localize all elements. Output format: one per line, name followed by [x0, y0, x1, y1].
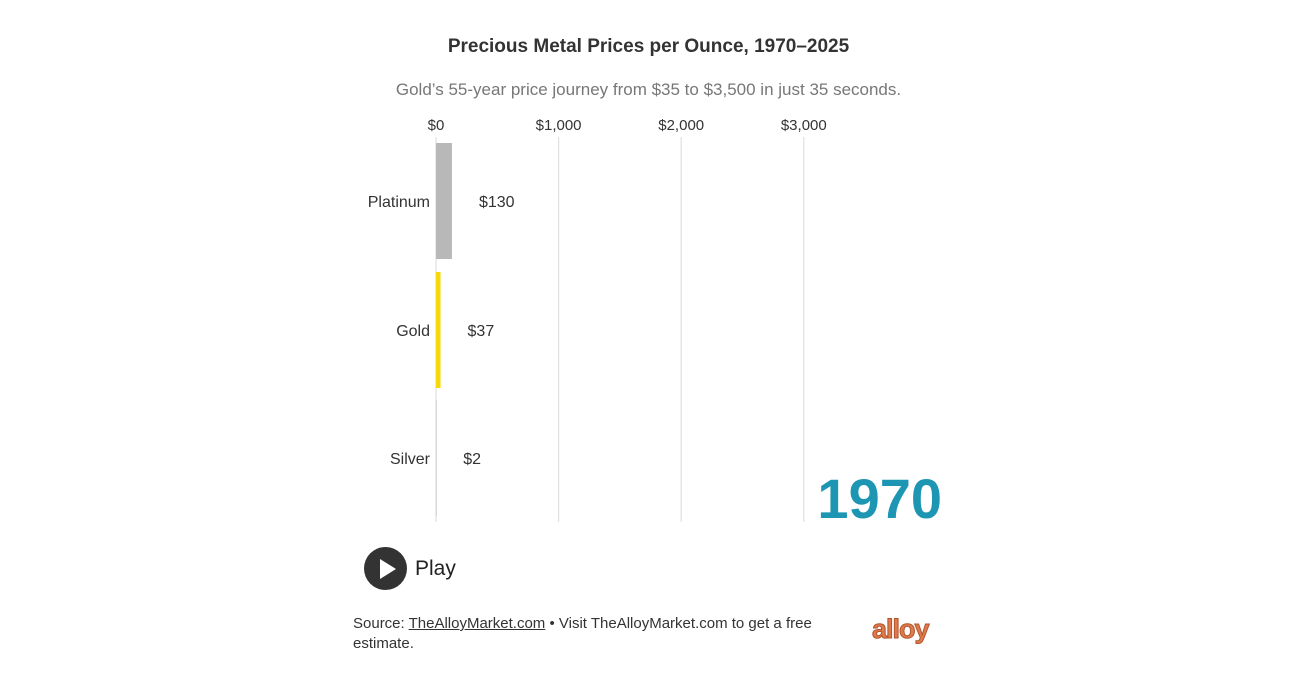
- value-label: $2: [463, 451, 481, 468]
- value-label: $130: [479, 194, 515, 211]
- category-label: Platinum: [368, 194, 430, 211]
- bar-platinum: [436, 143, 452, 259]
- play-label: Play: [415, 556, 456, 580]
- source-prefix: Source:: [353, 615, 409, 632]
- x-tick-label: $0: [428, 117, 445, 134]
- play-button[interactable]: Play: [364, 547, 456, 590]
- play-icon[interactable]: [364, 547, 407, 590]
- x-tick-label: $1,000: [536, 117, 582, 134]
- source-suffix: • Visit TheAlloyMarket.com to get a free…: [353, 615, 812, 652]
- bar-chart: $0 $1,000 $2,000 $3,000 Platinum $130 Gold $37 S…: [368, 117, 942, 530]
- value-label: $37: [468, 323, 495, 340]
- source-note: Source: TheAlloyMarket.com • Visit TheAl…: [353, 614, 853, 654]
- x-tick-label: $2,000: [658, 117, 704, 134]
- source-link[interactable]: TheAlloyMarket.com: [408, 615, 546, 632]
- alloy-logo: alloy: [872, 614, 931, 645]
- x-tick-label: $3,000: [781, 117, 827, 134]
- chart-title: Precious Metal Prices per Ounce, 1970–20…: [447, 36, 850, 57]
- category-label: Silver: [390, 451, 431, 468]
- bar-gold: [436, 272, 441, 388]
- chart-subtitle: Gold’s 55-year price journey from $35 to…: [395, 80, 902, 99]
- category-label: Gold: [396, 323, 430, 340]
- bar-silver: [436, 400, 437, 516]
- year-label: 1970: [817, 467, 942, 530]
